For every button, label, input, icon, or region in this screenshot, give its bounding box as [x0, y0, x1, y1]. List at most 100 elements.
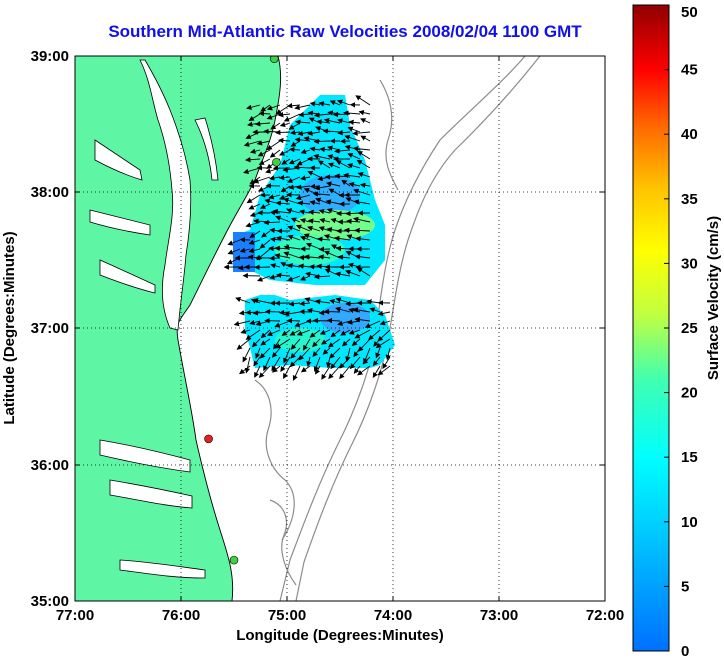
- y-tick-label: 39:00: [31, 48, 69, 65]
- velocity-arrow: [302, 338, 311, 351]
- velocity-arrow: [279, 121, 291, 128]
- velocity-arrow: [360, 135, 371, 142]
- velocity-arrow: [283, 347, 291, 364]
- velocity-arrow: [358, 110, 371, 116]
- velocity-arrow: [251, 338, 261, 348]
- colorbar-tick-label: 30: [681, 255, 698, 272]
- velocity-arrow: [283, 113, 301, 122]
- velocity-arrow: [248, 247, 261, 254]
- velocity-arrow: [298, 347, 311, 361]
- velocity-arrow: [333, 235, 351, 242]
- velocity-arrow: [320, 338, 331, 345]
- velocity-arrow: [343, 110, 361, 116]
- velocity-arrow: [281, 158, 291, 165]
- velocity-arrow: [368, 329, 381, 341]
- velocity-arrow: [309, 183, 321, 190]
- velocity-arrow: [246, 104, 261, 110]
- velocity-arrow: [357, 365, 371, 376]
- velocity-arrow: [306, 307, 321, 314]
- velocity-arrow: [332, 111, 351, 118]
- velocity-arrow: [278, 137, 291, 144]
- velocity-arrow: [322, 347, 331, 355]
- velocity-arrow: [309, 329, 321, 338]
- velocity-arrow: [319, 217, 331, 224]
- x-tick-label: 74:00: [374, 607, 412, 624]
- velocity-arrow: [355, 236, 371, 242]
- velocity-arrow: [286, 208, 301, 214]
- velocity-arrow: [257, 149, 271, 157]
- velocity-arrow: [266, 104, 281, 111]
- velocity-arrow: [312, 191, 331, 197]
- velocity-arrow: [348, 119, 361, 126]
- velocity-arrow: [319, 329, 331, 335]
- velocity-arrow: [283, 197, 301, 205]
- radar-stations: [204, 56, 281, 565]
- velocity-arrow: [318, 254, 331, 260]
- velocity-arrow: [278, 174, 291, 181]
- velocity-arrow: [339, 365, 351, 380]
- velocity-arrow: [344, 134, 361, 142]
- velocity-arrow: [274, 129, 291, 136]
- velocity-arrow: [263, 219, 281, 226]
- x-tick-label: 76:00: [162, 607, 200, 624]
- velocity-arrow: [307, 225, 321, 232]
- velocity-arrow: [300, 148, 311, 154]
- velocity-arrow: [353, 365, 361, 374]
- velocity-arrow: [242, 347, 251, 363]
- velocity-arrow: [359, 182, 371, 188]
- velocity-arrow: [309, 200, 321, 206]
- velocity-arrow: [313, 274, 331, 280]
- velocity-arrow: [312, 347, 321, 357]
- x-tick-labels: 77:00 76:00 75:00 74:00 73:00 72:00: [56, 607, 624, 624]
- velocity-arrow: [300, 365, 311, 373]
- bathymetry-contours: [254, 56, 541, 601]
- velocity-arrow: [253, 356, 261, 367]
- velocity-arrow: [245, 329, 261, 340]
- velocity-arrow: [348, 182, 361, 188]
- station-marker: [204, 434, 213, 444]
- velocity-arrow: [364, 320, 381, 328]
- velocity-arrow: [317, 236, 331, 242]
- velocity-arrow: [271, 365, 281, 373]
- velocity-arrow: [357, 172, 371, 178]
- y-tick-label: 37:00: [31, 320, 69, 337]
- velocity-arrow: [253, 176, 271, 184]
- y-tick-label: 36:00: [31, 457, 69, 474]
- velocity-arrow: [321, 365, 331, 380]
- velocity-arrow: [356, 267, 371, 277]
- colorbar-tick-label: 35: [681, 191, 698, 208]
- colorbar-tick-label: 20: [681, 385, 698, 402]
- velocity-arrow: [379, 320, 391, 326]
- velocity-arrow: [328, 365, 341, 380]
- velocity-arrow: [327, 162, 341, 169]
- velocity-arrow: [377, 365, 391, 376]
- velocity-arrow: [312, 317, 331, 324]
- velocity-arrow: [240, 328, 251, 334]
- x-tick-label: 77:00: [56, 607, 94, 624]
- velocity-arrow: [308, 209, 321, 216]
- velocity-arrow: [372, 356, 381, 367]
- velocity-arrow: [385, 347, 391, 361]
- colorbar-ticks: 0 5 10 15 20 25 30 35 40 45 50: [664, 4, 698, 659]
- velocity-arrow: [266, 113, 281, 120]
- velocity-arrow: [287, 263, 301, 269]
- velocity-arrow: [248, 239, 261, 245]
- velocity-arrow: [347, 163, 361, 169]
- velocity-arrow: [323, 250, 341, 259]
- colorbar-tick-label: 40: [681, 126, 698, 143]
- velocity-arrow: [360, 118, 371, 124]
- colorbar-tick-label: 45: [681, 62, 698, 79]
- velocity-arrow: [239, 365, 251, 375]
- velocity-arrow: [259, 347, 271, 359]
- velocity-arrow: [352, 216, 371, 223]
- y-tick-labels: 39:00 38:00 37:00 36:00 35:00: [31, 48, 69, 610]
- velocity-arrow: [283, 244, 301, 251]
- velocity-arrow: [290, 338, 301, 350]
- velocity-arrow: [353, 199, 371, 205]
- velocity-arrow: [269, 175, 281, 181]
- velocity-arrow: [269, 149, 281, 158]
- velocity-arrow: [337, 118, 351, 124]
- velocity-arrow: [260, 338, 271, 346]
- velocity-arrow: [377, 310, 391, 317]
- velocity-arrow: [275, 272, 291, 278]
